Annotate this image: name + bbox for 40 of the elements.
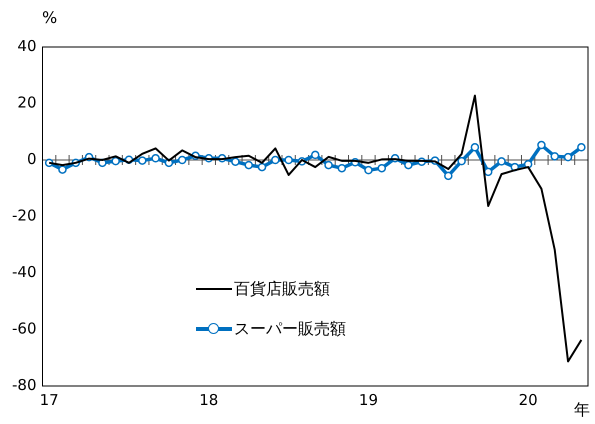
y-axis-title: % <box>42 8 58 27</box>
point <box>258 162 266 172</box>
x-axis-title: 年 <box>574 400 590 421</box>
x-tick-label: 20 <box>518 390 538 409</box>
point <box>231 157 240 166</box>
point <box>537 140 546 150</box>
point <box>564 152 572 162</box>
point <box>178 156 186 164</box>
point <box>364 166 373 174</box>
x-tick-label: 17 <box>40 390 59 409</box>
point <box>378 164 386 172</box>
point <box>138 156 147 165</box>
point <box>284 156 293 164</box>
point <box>338 164 346 172</box>
y-tick-label: 20 <box>17 93 36 112</box>
y-tick-label: 40 <box>17 36 36 55</box>
point <box>151 154 160 163</box>
point <box>444 172 453 180</box>
y-tick-label: -60 <box>12 319 36 338</box>
point <box>470 143 480 152</box>
y-tick-label: -40 <box>12 262 36 281</box>
legend-label: スーパー販売額 <box>234 318 346 340</box>
point <box>111 156 120 166</box>
point <box>244 160 253 170</box>
point <box>457 156 466 166</box>
x-tick-label: 18 <box>199 390 218 409</box>
x-tick-label: 19 <box>358 390 378 409</box>
point <box>324 160 333 170</box>
y-tick-label: -80 <box>12 376 36 394</box>
legend-label: 百貨店販売額 <box>234 278 330 300</box>
point <box>271 156 280 164</box>
point <box>58 165 67 174</box>
point <box>404 160 413 170</box>
y-tick-label: 0 <box>26 150 36 168</box>
point <box>497 157 506 166</box>
point <box>484 168 492 176</box>
point <box>311 150 320 160</box>
point <box>577 143 586 152</box>
y-tick-label: -20 <box>12 206 36 224</box>
point <box>550 152 559 161</box>
